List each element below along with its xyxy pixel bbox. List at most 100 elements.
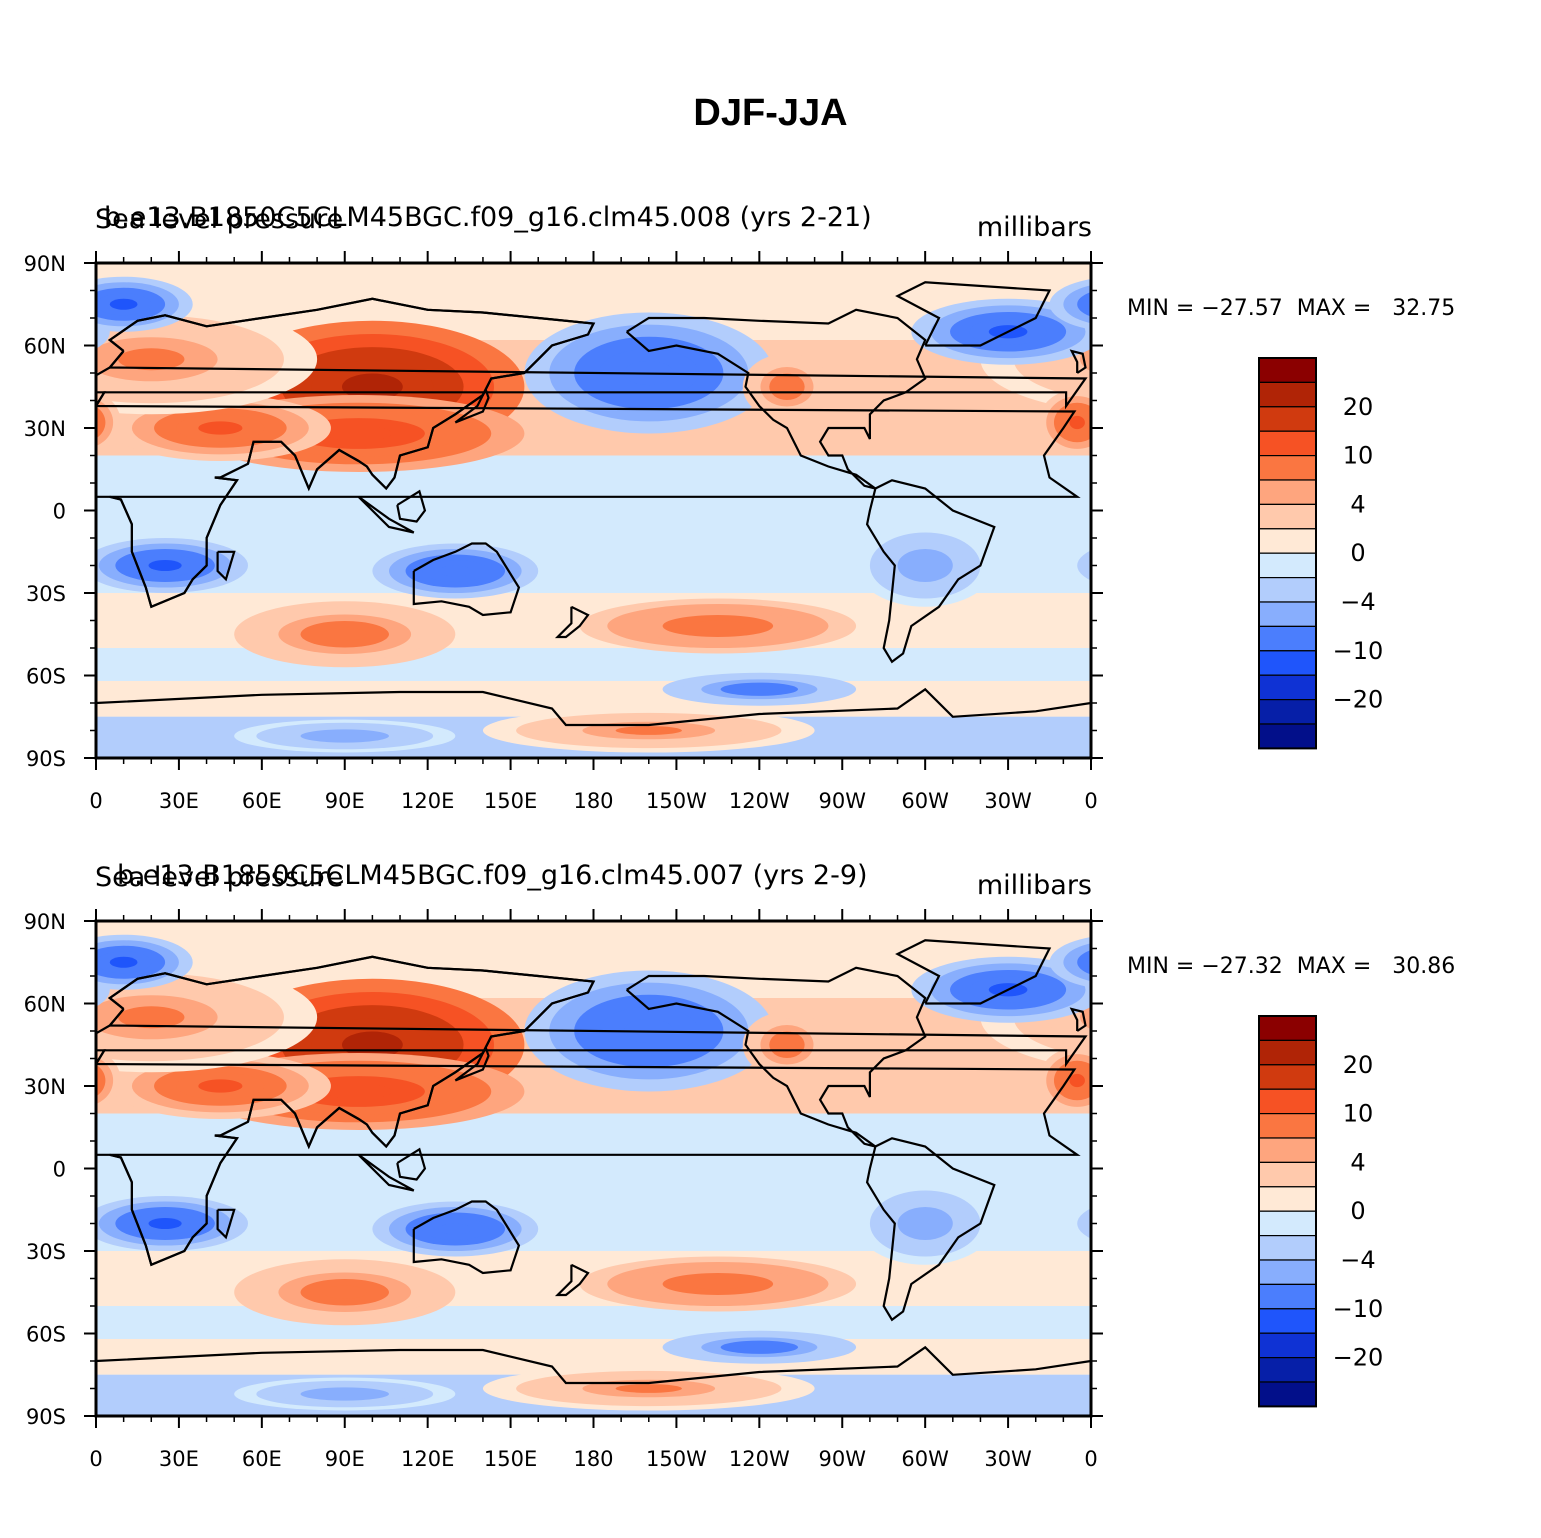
colorbar-swatch [1258, 625, 1317, 652]
coastline [895, 281, 1052, 347]
contour-level [96, 1074, 98, 1087]
coastline [216, 1208, 236, 1240]
field-band [96, 648, 1091, 670]
x-tick-label: 150W [646, 789, 707, 813]
x-tick-label: 30W [984, 789, 1032, 813]
y-tick-label: 30N [24, 417, 66, 441]
colorbar: 20 10 4 0 −4 −10 −20 [1258, 1015, 1384, 1408]
x-tick-label: 60W [901, 789, 949, 813]
contour-level [690, 620, 746, 632]
contour-level [1113, 348, 1179, 370]
contour-level [118, 348, 185, 371]
x-tick-label: 0 [1084, 789, 1097, 813]
coastline [865, 479, 996, 664]
contour-level [1077, 550, 1091, 581]
y-tick-label: 30S [26, 582, 66, 606]
x-tick-label: 120W [729, 1447, 790, 1471]
y-tick-label: 30S [26, 1240, 66, 1264]
colorbar-swatch [1258, 1186, 1317, 1212]
colorbar-swatch [1258, 1137, 1317, 1163]
contour-level [1094, 1202, 1227, 1246]
coastlines [96, 281, 1091, 727]
coastline [454, 386, 490, 424]
field-band [96, 1306, 1091, 1328]
colorbar-label: 20 [1343, 393, 1374, 421]
colorbar-swatch [1258, 1210, 1317, 1237]
colorbar-swatch [1258, 1088, 1317, 1115]
colorbar-swatch [1258, 699, 1317, 725]
contour-level [1110, 549, 1210, 582]
contour-level [1069, 1073, 1085, 1088]
colorbar: 20 10 4 0 −4 −10 −20 [1258, 357, 1384, 750]
contour-level [438, 1223, 472, 1235]
contour-level [615, 726, 682, 735]
contour-field [96, 263, 1227, 758]
contour-level [322, 1390, 367, 1398]
y-tick-label: 90N [24, 252, 66, 276]
x-tick-label: 90E [325, 789, 365, 813]
y-tick-label: 60N [24, 335, 66, 359]
x-tick-label: 90W [819, 789, 867, 813]
variable-label: Sea level pressure [95, 862, 344, 893]
coastline [96, 1345, 1091, 1385]
contour-level [1077, 291, 1091, 317]
contour-level [322, 627, 367, 641]
contour-level [1094, 544, 1227, 588]
contour-level [1127, 1213, 1193, 1235]
contour-level [1110, 1207, 1210, 1240]
contour-level [911, 1215, 939, 1232]
coastline [554, 605, 590, 639]
x-tick-label: 120E [401, 789, 454, 813]
colorbar-label: 20 [1343, 1051, 1374, 1079]
contour-level [1127, 555, 1193, 577]
coastline [895, 939, 1052, 1005]
contour-level [96, 416, 98, 429]
colorbar-label: −10 [1333, 1295, 1384, 1323]
y-tick-label: 90S [26, 1405, 66, 1429]
contour-level [1077, 949, 1091, 975]
colorbar-swatch [1258, 1235, 1317, 1261]
colorbar-label: 4 [1350, 1148, 1365, 1176]
contour-level [438, 565, 472, 577]
colorbar-label: −4 [1340, 588, 1375, 616]
coastline [1069, 349, 1087, 374]
map-panel-2: 0 30E 60E 90E 120E 150E 180 150W 120W 90W 60W 30W 0 9… [0, 858, 1541, 1518]
y-tick-label: 60S [26, 665, 66, 689]
colorbar-swatch [1258, 1357, 1317, 1383]
coastline [1069, 1007, 1087, 1032]
coastline [865, 1137, 996, 1322]
y-tick-label: 0 [53, 1158, 66, 1182]
contour-level [690, 1278, 746, 1290]
colorbar-label: −10 [1333, 637, 1384, 665]
contour-level [148, 1218, 182, 1229]
colorbar-swatch [1258, 1259, 1317, 1285]
contour-level [739, 1343, 779, 1351]
colorbar-swatch [1258, 381, 1317, 408]
contour-level [1144, 560, 1177, 571]
colorbar-frame [1258, 357, 1317, 750]
contour-level [1069, 415, 1085, 430]
colorbar-label: 0 [1350, 1197, 1365, 1225]
x-tick-label: 60E [242, 789, 282, 813]
y-tick-label: 0 [53, 500, 66, 524]
contour-level [148, 560, 182, 571]
colorbar-swatch [1258, 674, 1317, 701]
coastline [357, 495, 415, 534]
contour-level [739, 685, 779, 693]
colorbar-label: 10 [1343, 1100, 1374, 1128]
x-tick-label: 90W [819, 1447, 867, 1471]
contour-level [322, 732, 367, 740]
colorbar-swatch [1258, 479, 1317, 505]
x-tick-label: 150E [484, 1447, 537, 1471]
coastline [96, 687, 1091, 727]
page-title: DJF-JJA [693, 92, 848, 134]
colorbar-label: 0 [1350, 539, 1365, 567]
colorbar-swatch [1258, 528, 1317, 554]
colorbar-swatch [1258, 1283, 1317, 1310]
colorbar-frame [1258, 1015, 1317, 1408]
contour-level [109, 956, 138, 968]
contour-level [1079, 1005, 1091, 1030]
contour-level [1077, 1208, 1091, 1239]
contour-level [118, 1006, 185, 1029]
contour-level [325, 1083, 392, 1100]
